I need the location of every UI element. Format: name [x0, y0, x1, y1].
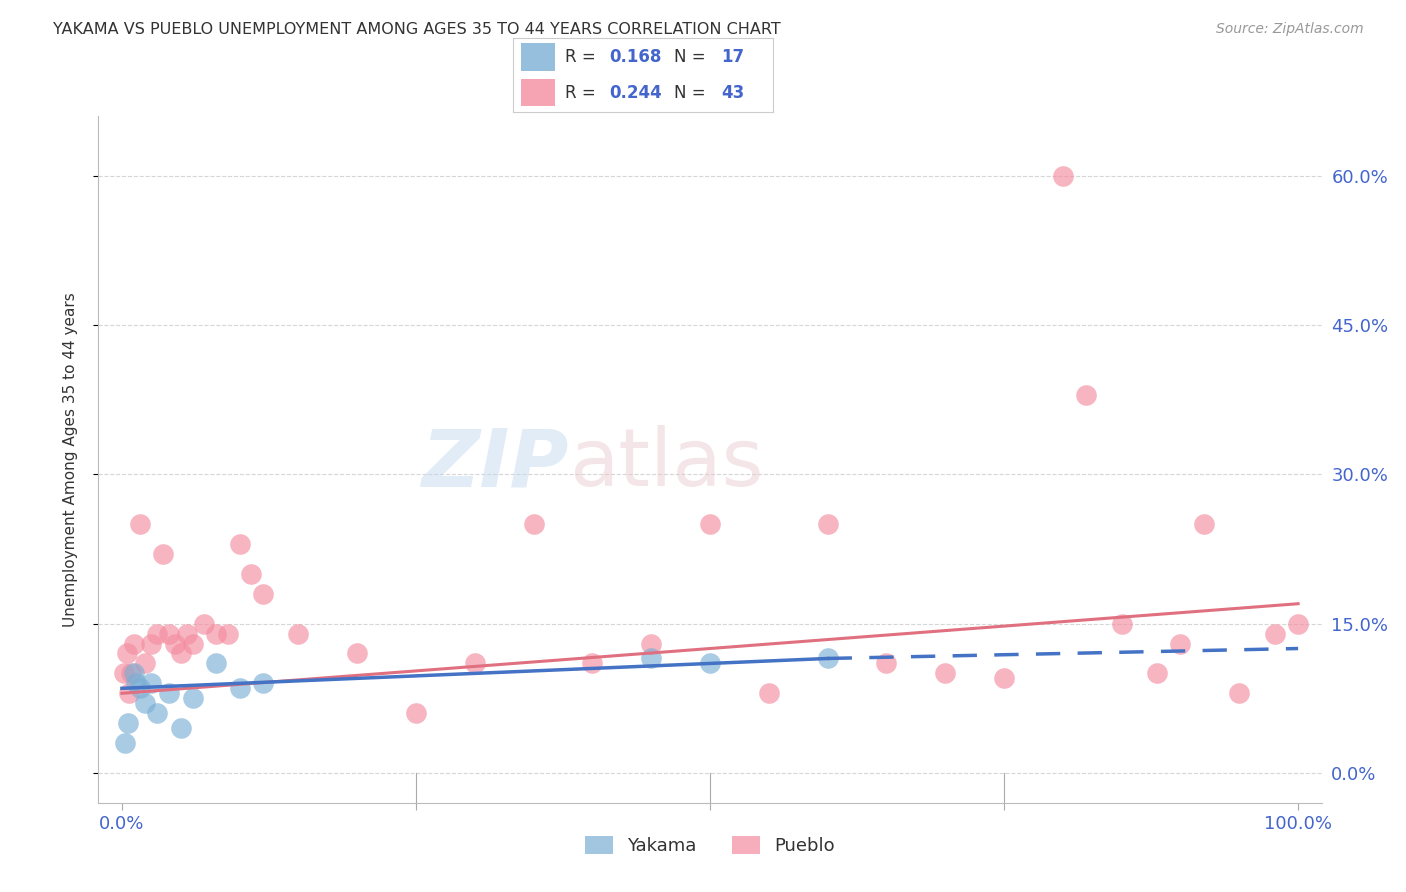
Point [1076, 387, 1098, 401]
Point [699, 517, 721, 532]
Point [122, 636, 145, 650]
Point [640, 636, 662, 650]
Text: N =: N = [675, 84, 711, 102]
Point [146, 706, 169, 721]
Text: 0.168: 0.168 [609, 48, 662, 66]
Point [181, 691, 204, 706]
Point [141, 676, 163, 690]
Text: R =: R = [565, 48, 602, 66]
Point [128, 517, 150, 532]
Point [1227, 686, 1250, 700]
Point [125, 676, 148, 690]
Point [141, 636, 163, 650]
Point [993, 672, 1015, 686]
Bar [522, 79, 555, 106]
Text: Source: ZipAtlas.com: Source: ZipAtlas.com [1216, 22, 1364, 37]
Point [640, 651, 662, 665]
Point [181, 636, 204, 650]
Point [228, 681, 250, 696]
Point [1192, 517, 1215, 532]
Point [114, 736, 136, 750]
Text: YAKAMA VS PUEBLO UNEMPLOYMENT AMONG AGES 35 TO 44 YEARS CORRELATION CHART: YAKAMA VS PUEBLO UNEMPLOYMENT AMONG AGES… [53, 22, 782, 37]
Point [146, 626, 169, 640]
Point [217, 626, 239, 640]
Y-axis label: Unemployment Among Ages 35 to 44 years: Unemployment Among Ages 35 to 44 years [63, 292, 77, 627]
Legend: Yakama, Pueblo: Yakama, Pueblo [578, 829, 842, 863]
Point [170, 647, 193, 661]
Point [581, 657, 603, 671]
Point [1146, 666, 1168, 681]
Point [205, 626, 228, 640]
Text: ZIP: ZIP [422, 425, 569, 503]
Point [120, 666, 142, 681]
Point [252, 587, 274, 601]
Text: 0.244: 0.244 [609, 84, 662, 102]
Text: N =: N = [675, 48, 711, 66]
Point [128, 681, 150, 696]
Point [817, 651, 839, 665]
Point [112, 666, 135, 681]
Point [122, 666, 145, 681]
Point [1111, 616, 1133, 631]
Point [405, 706, 427, 721]
Point [205, 657, 228, 671]
Point [346, 647, 368, 661]
Point [817, 517, 839, 532]
Point [163, 636, 186, 650]
Point [228, 537, 250, 551]
Point [134, 657, 156, 671]
Point [287, 626, 309, 640]
Point [170, 721, 193, 735]
Point [193, 616, 215, 631]
Point [699, 657, 721, 671]
Point [152, 547, 174, 561]
Point [157, 686, 180, 700]
Point [176, 626, 198, 640]
Text: 17: 17 [721, 48, 744, 66]
Point [1264, 626, 1286, 640]
Point [117, 716, 139, 731]
Text: 43: 43 [721, 84, 745, 102]
Point [1052, 169, 1074, 183]
Point [1286, 616, 1309, 631]
Point [118, 686, 141, 700]
Point [523, 517, 546, 532]
Text: R =: R = [565, 84, 602, 102]
Point [252, 676, 274, 690]
Point [875, 657, 897, 671]
Point [134, 696, 156, 710]
Point [240, 566, 263, 581]
Point [758, 686, 780, 700]
Point [464, 657, 486, 671]
Point [115, 647, 138, 661]
Bar [522, 44, 555, 70]
Point [1170, 636, 1192, 650]
Point [157, 626, 180, 640]
Text: atlas: atlas [569, 425, 763, 503]
Point [934, 666, 956, 681]
